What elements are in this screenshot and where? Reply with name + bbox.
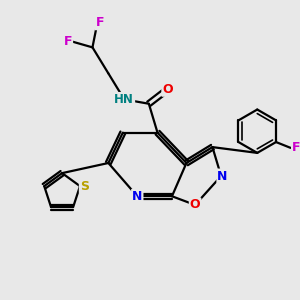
Text: F: F <box>95 16 104 29</box>
Text: O: O <box>162 83 173 96</box>
Text: HN: HN <box>114 93 134 106</box>
Text: F: F <box>292 141 300 154</box>
Text: N: N <box>218 169 228 182</box>
Text: S: S <box>80 180 89 193</box>
Text: N: N <box>132 190 142 203</box>
Text: F: F <box>64 35 72 48</box>
Text: O: O <box>190 198 200 212</box>
